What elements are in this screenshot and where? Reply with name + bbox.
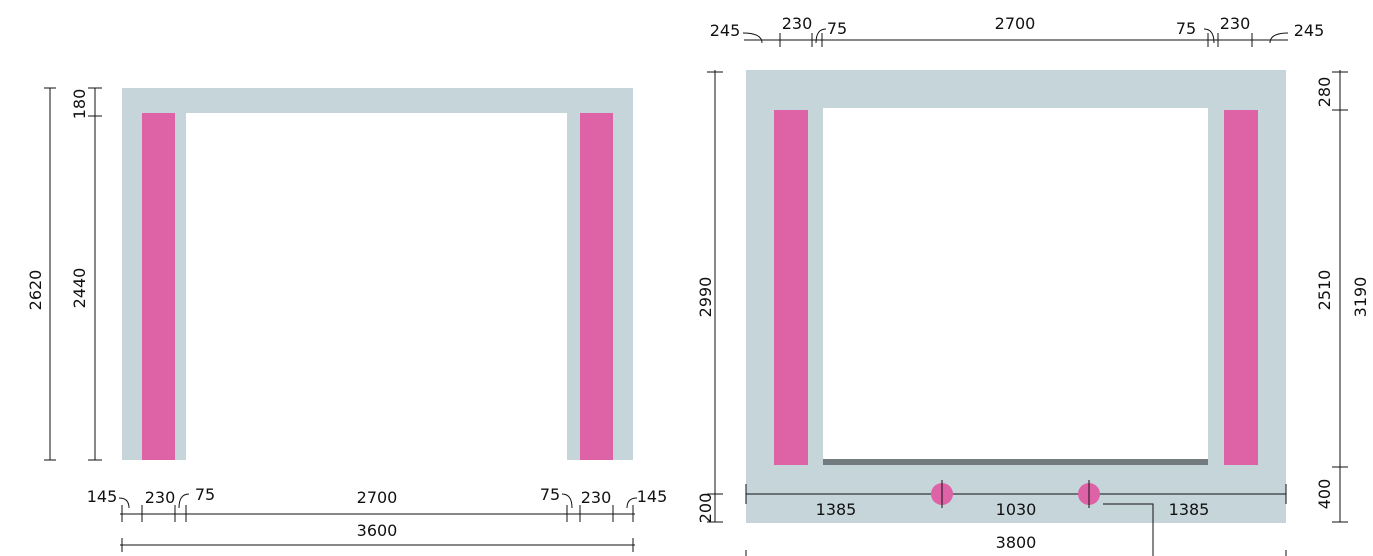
right-dim-top-6: 230 [1220,14,1251,33]
right-post-right [1224,110,1258,465]
right-dim-top-1: 245 [710,21,741,40]
right-dim-right-bottom: 400 [1315,479,1334,510]
right-threshold [823,459,1208,465]
left-dim-middle-height: 2440 [70,268,89,309]
left-dim-overall-width: 3600 [357,521,398,540]
left-dim-seg-7: 145 [637,487,668,506]
right-dim-left-overall: 2990 [696,277,715,318]
right-dim-top-2: 230 [782,14,813,33]
right-base-dim-1: 1385 [816,500,857,519]
left-post-right [580,113,613,460]
right-dim-left-bottom: 200 [696,493,715,524]
right-dim-top-5: 75 [1176,19,1196,38]
left-dim-seg-5: 75 [540,485,560,504]
left-dim-top-height: 180 [70,89,89,120]
right-dim-right-overall: 3190 [1351,277,1370,318]
right-base-dim-2: 1030 [996,500,1037,519]
right-dim-top-3: 75 [827,19,847,38]
right-dim-right-top: 280 [1315,77,1334,108]
left-elevation: 2620 180 2440 145 230 75 2700 75 230 145… [26,87,668,552]
left-dim-seg-1: 145 [87,487,118,506]
right-dim-top-7: 245 [1294,21,1325,40]
left-opening [186,113,567,460]
right-elevation: 245 230 75 2700 75 230 245 2990 200 280 … [696,14,1370,556]
right-base-dim-3: 1385 [1169,500,1210,519]
left-dim-seg-3: 75 [195,485,215,504]
left-dim-seg-2: 230 [145,488,176,507]
right-post-left [774,110,808,465]
right-opening [823,108,1208,464]
left-dim-seg-4: 2700 [357,488,398,507]
left-dim-seg-6: 230 [581,488,612,507]
right-dim-top-4: 2700 [995,14,1036,33]
right-dim-right-middle: 2510 [1315,270,1334,311]
right-leader-line [1103,503,1154,556]
right-dim-overall-width: 3800 [996,533,1037,552]
left-post-left [142,113,175,460]
left-dim-overall-height: 2620 [26,270,45,311]
